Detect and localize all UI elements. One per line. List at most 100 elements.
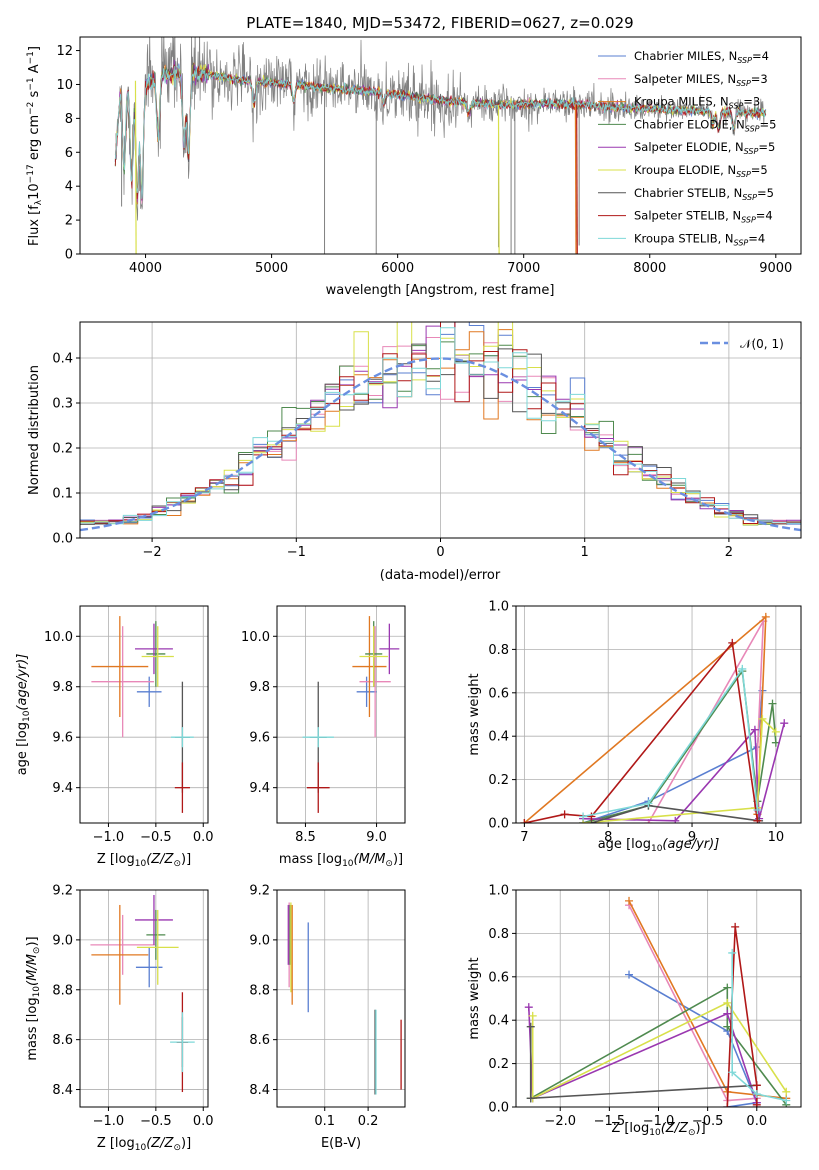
series-marker (728, 1068, 737, 1077)
series-line (530, 986, 787, 1106)
y-tick-label: 9.6 (52, 731, 73, 746)
point-salpeter-miles (359, 626, 391, 738)
y-tick-label: 9.2 (52, 884, 73, 899)
plot-area-age_vs_Z (91, 616, 194, 813)
point-kroupa-stelib (302, 727, 334, 748)
x-tick-label: 10 (768, 830, 785, 845)
x-tick-label: 5000 (255, 261, 288, 276)
x-tick-label: 8 (604, 830, 612, 845)
legend-label-chabrier-miles: Chabrier MILES, NSSP=4 (634, 49, 769, 65)
y-axis-label: age [log10​(age/yr)] (15, 654, 32, 776)
y-tick-label: 0.4 (488, 1014, 509, 1029)
y-tick-label: 9.0 (249, 933, 270, 948)
y-tick-label: 8.8 (249, 983, 270, 998)
x-axis-label: Z [log10​(Z/Z⊙​)] (97, 852, 191, 869)
x-tick-label: −0.5 (140, 830, 172, 845)
panel-spectrum: 4000 5000 6000 7000 8000 9000 0 2 4 6 8 10 12 wavelen… (26, 36, 802, 298)
series-marker (782, 1087, 791, 1096)
legend-label-chabrier-stelib: Chabrier STELIB, NSSP=5 (634, 186, 774, 202)
y-tick-label: 0.0 (488, 817, 509, 832)
x-tick-label: 1 (581, 545, 589, 560)
x-tick-label: 8.5 (295, 830, 316, 845)
x-tick-label: 0.2 (358, 1114, 379, 1129)
legend-label-salpeter-elodie: Salpeter ELODIE, NSSP=5 (634, 140, 775, 156)
legend-label-salpeter-stelib: Salpeter STELIB, NSSP=4 (634, 209, 773, 225)
series-marker (526, 1094, 535, 1103)
panel-residuals: −2 −1 0 1 2 0.0 0.1 0.2 0.3 0.4 (data-model)/error… (27, 321, 802, 583)
y-tick-label: 0.0 (488, 1101, 509, 1116)
y-tick-label: 0.0 (52, 532, 73, 547)
series-marker (723, 1103, 732, 1107)
x-tick-label: 9 (688, 830, 696, 845)
series-marker (723, 983, 732, 992)
y-tick-label: 0.8 (488, 643, 509, 658)
legend-label-salpeter-miles: Salpeter MILES, NSSP=3 (634, 72, 768, 88)
y-tick-label: 9.0 (52, 933, 73, 948)
series-marker (560, 810, 569, 819)
legend-label-kroupa-stelib: Kroupa STELIB, NSSP=4 (634, 231, 765, 247)
model-drop-salpeter-stelib (576, 104, 578, 254)
x-tick-label: 4000 (129, 261, 162, 276)
y-tick-label: 1.0 (488, 600, 509, 615)
axes-frame (79, 605, 209, 824)
series-marker (671, 816, 680, 823)
y-tick-label: 0.8 (488, 927, 509, 942)
point-salpeter-miles (91, 626, 154, 738)
y-tick-label: 8.4 (52, 1083, 73, 1098)
series-marker (526, 1022, 535, 1031)
y-tick-label: 6 (65, 146, 73, 161)
y-axis-label: mass weight (467, 673, 482, 755)
series-marker (644, 799, 653, 808)
legend-label-normal: 𝒩(0, 1) (740, 337, 784, 351)
x-axis-label: E(B-V) (321, 1136, 361, 1151)
series-marker (728, 638, 737, 647)
series-line (528, 1007, 758, 1103)
panel-weight_vs_Z: −2.0 −1.5 −1.0 −0.5 0.0 0.0 0.2 0.4 0.6 0.8 1.0 Z [… (467, 884, 802, 1138)
x-tick-label: −2 (143, 545, 162, 560)
axes-frame (276, 889, 406, 1108)
y-tick-label: 9.4 (249, 781, 270, 796)
series-marker (738, 664, 747, 673)
series-marker (752, 1100, 761, 1107)
plot-area-weight_vs_age (520, 612, 789, 823)
x-tick-label: −1.5 (594, 1114, 626, 1129)
axes-frame (79, 36, 802, 255)
point-chabrier-elodie (146, 621, 166, 687)
normal-pdf-curve (80, 357, 801, 532)
y-tick-label: 9.8 (52, 680, 73, 695)
y-tick-label: 2 (65, 214, 73, 229)
series-marker (723, 1009, 732, 1018)
y-tick-label: 9.8 (249, 680, 270, 695)
y-tick-label: 0.1 (52, 487, 73, 502)
panel-age_vs_Z: −1.0 −0.5 0.0 9.4 9.6 9.8 10.0 Z [log10​(Z/Z⊙​)… (15, 605, 214, 869)
series-line (582, 666, 759, 818)
point-kroupa-stelib (170, 1012, 195, 1073)
panel-mass_vs_Z: −1.0 −0.5 0.0 8.4 8.6 8.8 9.0 9.2 Z [log10​(Z/Z⊙… (25, 884, 214, 1154)
series-marker (750, 725, 759, 734)
x-tick-label: 0 (436, 545, 444, 560)
y-tick-label: 0.4 (488, 730, 509, 745)
axes-frame (79, 889, 209, 1108)
y-tick-label: 10.0 (241, 630, 270, 645)
x-tick-label: 7 (520, 830, 528, 845)
model-drop-kroupa-miles (574, 104, 577, 254)
series-marker (768, 699, 777, 708)
series-marker (771, 727, 780, 736)
y-tick-label: 10.0 (44, 630, 73, 645)
series-marker (625, 970, 634, 979)
x-tick-label: −2.0 (544, 1114, 576, 1129)
series-marker (625, 896, 634, 905)
series-marker (752, 1081, 761, 1090)
legend: Chabrier MILES, NSSP=4 Salpeter MILES, NS… (598, 49, 776, 247)
y-tick-label: 9.2 (249, 884, 270, 899)
series-marker (520, 819, 529, 823)
model-spectrum-salpeter-stelib (114, 64, 767, 200)
plot-area-mass_vs_ebv (287, 902, 402, 1095)
legend-label-chabrier-elodie: Chabrier ELODIE, NSSP=5 (634, 117, 776, 133)
series-line (582, 690, 764, 823)
series-marker (758, 714, 767, 723)
x-tick-label: 0.1 (314, 1114, 335, 1129)
point-kroupa-stelib (171, 727, 194, 748)
plot-area-mass_vs_Z (90, 894, 195, 1093)
